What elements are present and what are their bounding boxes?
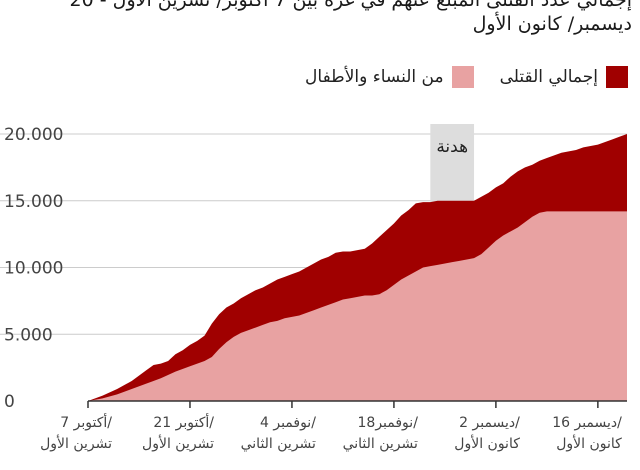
legend-swatch-women-children xyxy=(451,66,474,88)
y-tick-label-15000: 15.000 xyxy=(4,192,63,212)
y-tick-label-0: 0 xyxy=(4,392,15,412)
legend-label-women-children: من النساء والأطفال xyxy=(305,67,444,87)
legend-swatch-total xyxy=(606,66,628,88)
x-tick-label-5-line1: 16 ديسمبر/ xyxy=(552,415,622,431)
y-tick-label-10000: 10.000 xyxy=(4,259,63,279)
chart-title: إجمالي عدد القتلى المُبلغ عنهم في غزة بي… xyxy=(69,0,632,35)
legend-label-total: إجمالي القتلى xyxy=(499,67,598,87)
x-tick-label-0-line2: تشرين الأول xyxy=(40,434,112,452)
x-tick-label-1-line1: 21 أكتوبر/ xyxy=(153,413,214,431)
areas xyxy=(88,134,627,401)
y-axis: 0 5.000 10.000 15.000 20.000 xyxy=(4,125,63,412)
area-women-children xyxy=(88,211,627,401)
x-tick-label-1-line2: تشرين الأول xyxy=(142,434,214,452)
y-tick-label-5000: 5.000 xyxy=(4,325,53,345)
legend-item-women-children: من النساء والأطفال xyxy=(305,66,474,88)
legend-item-total: إجمالي القتلى xyxy=(500,66,628,88)
x-tick-label-0-line1: 7 أكتوبر/ xyxy=(60,413,112,431)
x-tick-label-3-line2: تشرين الثاني xyxy=(343,436,418,452)
x-tick-label-3-line1: 18نوفمبر/ xyxy=(357,415,418,431)
x-tick-label-2-line1: 4 نوفمبر/ xyxy=(260,415,316,431)
chart-legend: إجمالي القتلى من النساء والأطفال xyxy=(279,66,628,88)
x-axis: 7 أكتوبر/تشرين الأول 21 أكتوبر/تشرين الأو… xyxy=(40,400,627,452)
y-tick-label-20000: 20.000 xyxy=(4,125,63,145)
x-tick-label-2-line2: تشرين الثاني xyxy=(241,436,316,452)
truce-label: هدنة xyxy=(436,137,468,157)
x-tick-label-5-line2: كانون الأول xyxy=(556,434,622,452)
x-tick-label-4-line2: كانون الأول xyxy=(454,434,520,452)
x-tick-label-4-line1: 2 ديسمبر/ xyxy=(459,415,520,431)
